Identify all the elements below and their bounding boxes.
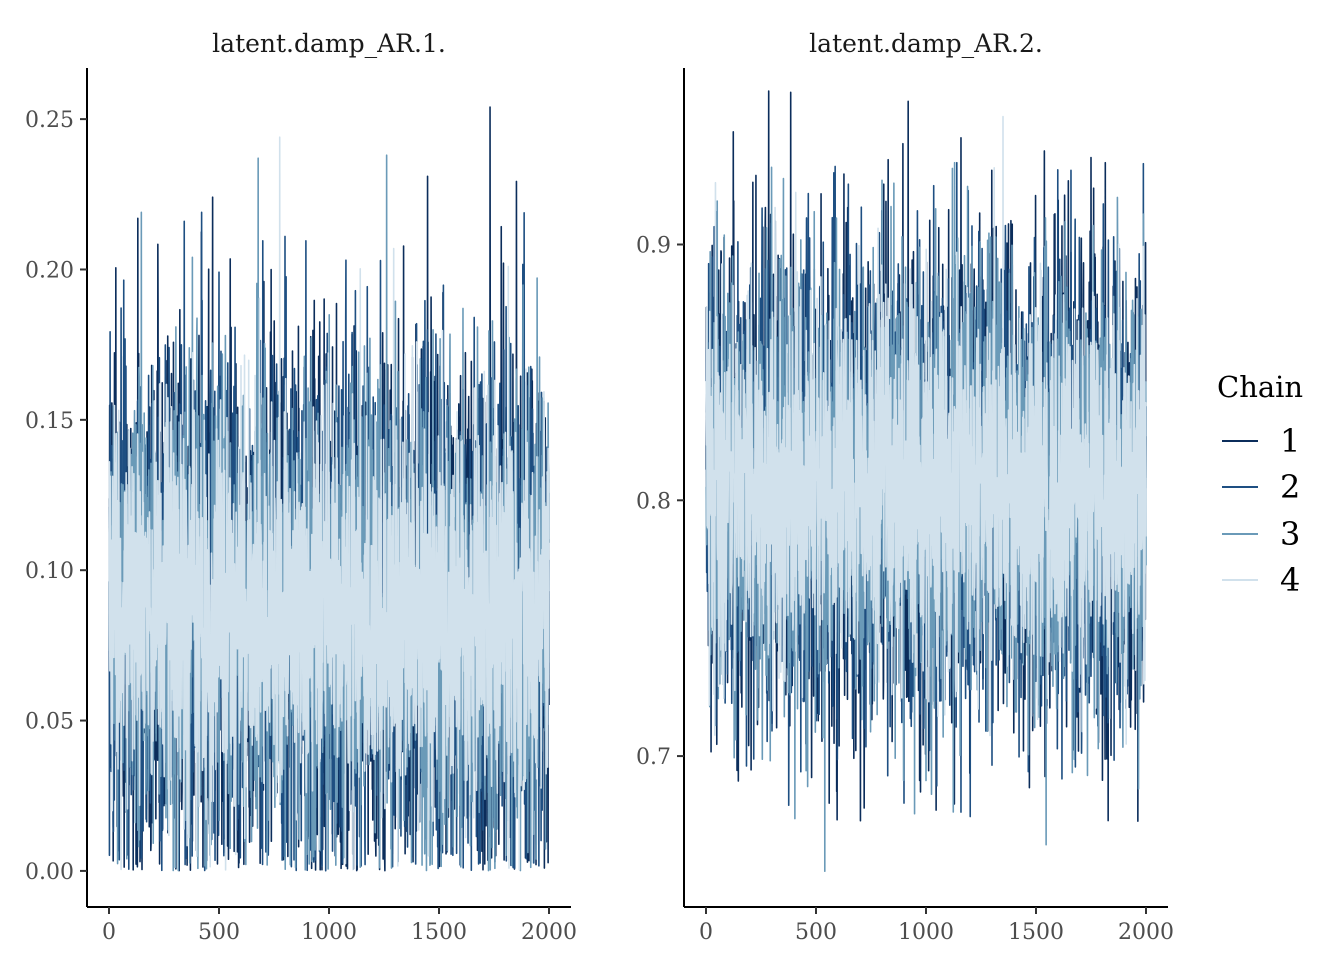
- panel-damp-ar-2: latent.damp_AR.2. 0.7 0.8 0.9 0 500 1000 1500…: [636, 29, 1174, 945]
- legend-label: 1: [1280, 422, 1300, 460]
- y-tick-label: 0.25: [25, 108, 74, 133]
- x-axis-ticks: 0 500 1000 1500 2000: [699, 907, 1174, 945]
- legend-item-chain-3: 3: [1222, 515, 1300, 553]
- x-tick-label: 1500: [411, 920, 467, 945]
- x-tick-label: 0: [102, 920, 116, 945]
- x-tick-label: 500: [795, 920, 837, 945]
- x-tick-label: 1000: [301, 920, 357, 945]
- legend-label: 4: [1280, 561, 1300, 599]
- trace-lines: [705, 90, 1147, 872]
- y-tick-label: 0.7: [636, 745, 671, 770]
- trace-line-chain-4: [705, 115, 1147, 745]
- x-tick-label: 2000: [521, 920, 577, 945]
- panel-title: latent.damp_AR.2.: [809, 29, 1043, 58]
- y-tick-label: 0.05: [25, 710, 74, 735]
- legend-title: Chain: [1217, 370, 1303, 404]
- x-tick-label: 1500: [1008, 920, 1064, 945]
- trace-lines: [108, 106, 550, 872]
- legend-item-chain-1: 1: [1222, 422, 1300, 460]
- x-tick-label: 500: [198, 920, 240, 945]
- y-axis-ticks: 0.7 0.8 0.9: [636, 233, 684, 770]
- y-tick-label: 0.00: [25, 860, 74, 885]
- trace-line-chain-4: [108, 136, 550, 871]
- y-axis-ticks: 0.00 0.05 0.10 0.15 0.20 0.25: [25, 108, 87, 885]
- y-tick-label: 0.20: [25, 258, 74, 283]
- y-tick-label: 0.10: [25, 559, 74, 584]
- y-tick-label: 0.9: [636, 233, 671, 258]
- y-tick-label: 0.8: [636, 489, 671, 514]
- legend-label: 2: [1280, 468, 1300, 506]
- x-tick-label: 2000: [1118, 920, 1174, 945]
- legend-item-chain-2: 2: [1222, 468, 1300, 506]
- legend-label: 3: [1280, 515, 1300, 553]
- x-axis-ticks: 0 500 1000 1500 2000: [102, 907, 577, 945]
- panel-title: latent.damp_AR.1.: [212, 29, 446, 58]
- panel-damp-ar-1: latent.damp_AR.1. 0.000.050.100.150.200.…: [25, 29, 577, 945]
- legend-item-chain-4: 4: [1222, 561, 1300, 599]
- y-tick-label: 0.15: [25, 409, 74, 434]
- legend: Chain 1 2 3 4: [1217, 370, 1303, 599]
- x-tick-label: 0: [699, 920, 713, 945]
- x-tick-label: 1000: [898, 920, 954, 945]
